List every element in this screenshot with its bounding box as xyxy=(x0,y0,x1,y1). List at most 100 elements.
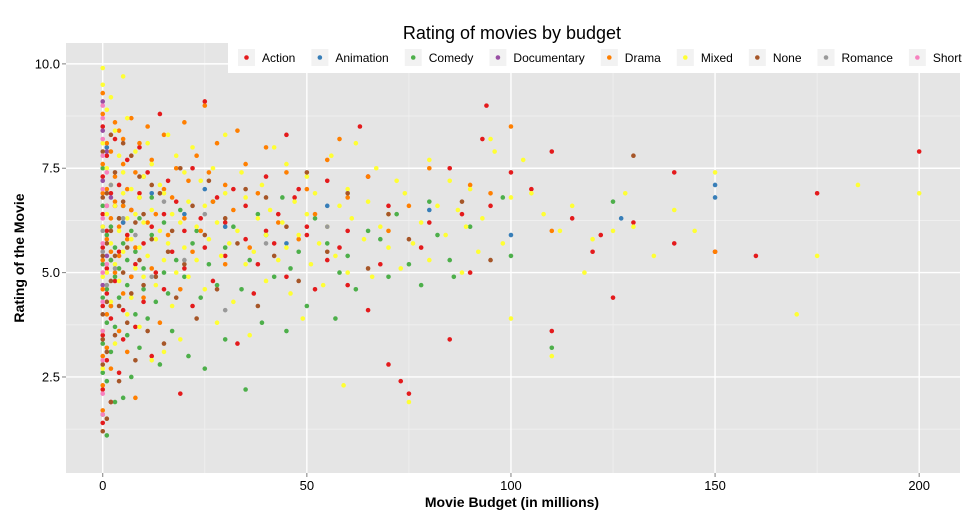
point-none xyxy=(169,228,175,234)
point-action xyxy=(124,157,130,163)
point-none xyxy=(112,170,118,175)
point-comedy xyxy=(161,270,167,275)
point-action xyxy=(549,328,555,334)
point-drama xyxy=(173,165,179,171)
point-comedy xyxy=(222,337,228,342)
point-comedy xyxy=(312,216,318,221)
point-mixed xyxy=(100,140,106,146)
point-mixed xyxy=(100,82,106,88)
point-none xyxy=(178,165,183,171)
point-comedy xyxy=(178,207,183,213)
point-mixed xyxy=(120,249,126,255)
point-none xyxy=(386,211,391,217)
point-none xyxy=(108,228,114,234)
legend-label-mixed: Mixed xyxy=(701,51,733,65)
point-drama xyxy=(124,236,130,242)
point-comedy xyxy=(284,328,289,334)
point-action xyxy=(137,190,142,196)
point-action xyxy=(447,165,453,171)
point-mixed xyxy=(149,207,155,213)
point-action xyxy=(480,136,485,142)
point-mixed xyxy=(202,203,208,209)
point-comedy xyxy=(104,433,110,438)
point-drama xyxy=(427,165,432,171)
point-romance xyxy=(133,232,138,238)
point-animation xyxy=(324,203,330,209)
point-action xyxy=(263,174,269,179)
point-mixed xyxy=(271,145,277,150)
legend-dot-action xyxy=(244,55,249,60)
point-mixed xyxy=(100,65,106,71)
legend-label-romance: Romance xyxy=(842,51,894,65)
legend-item-none: None xyxy=(748,49,802,66)
point-none xyxy=(100,195,106,200)
point-comedy xyxy=(247,257,252,263)
point-drama xyxy=(508,124,514,129)
point-drama xyxy=(165,232,171,238)
point-mixed xyxy=(312,190,318,196)
point-mixed xyxy=(916,190,922,196)
point-mixed xyxy=(292,199,297,204)
point-comedy xyxy=(500,195,506,200)
point-comedy xyxy=(108,349,114,355)
point-action xyxy=(198,216,204,221)
point-mixed xyxy=(855,182,861,188)
point-none xyxy=(222,216,228,221)
point-none xyxy=(137,257,142,263)
point-comedy xyxy=(255,211,261,217)
point-mixed xyxy=(161,190,167,196)
point-action xyxy=(141,299,146,305)
point-drama xyxy=(100,111,106,117)
point-drama xyxy=(137,140,142,146)
point-mixed xyxy=(443,232,448,238)
point-mixed xyxy=(263,278,269,284)
point-mixed xyxy=(267,207,273,213)
point-drama xyxy=(124,186,130,192)
point-mixed xyxy=(108,299,114,305)
point-action xyxy=(149,224,155,229)
point-romance xyxy=(263,241,269,246)
point-comedy xyxy=(214,282,220,288)
point-action xyxy=(275,211,281,217)
point-none xyxy=(284,224,289,229)
point-comedy xyxy=(206,261,212,267)
point-mixed xyxy=(508,195,514,200)
point-mixed xyxy=(129,186,134,192)
point-action xyxy=(116,370,122,376)
data-points xyxy=(100,65,922,438)
point-mixed xyxy=(610,228,616,234)
point-action xyxy=(814,190,820,196)
point-drama xyxy=(169,195,175,200)
point-drama xyxy=(145,220,150,225)
point-animation xyxy=(618,216,624,221)
point-mixed xyxy=(692,228,697,234)
point-action xyxy=(418,245,424,250)
point-none xyxy=(488,257,493,263)
point-comedy xyxy=(100,165,106,171)
point-none xyxy=(120,270,126,275)
point-action xyxy=(100,124,106,129)
point-action xyxy=(222,253,228,259)
point-comedy xyxy=(243,387,248,392)
point-mixed xyxy=(263,232,269,238)
point-drama xyxy=(549,228,555,234)
point-romance xyxy=(182,257,187,263)
point-drama xyxy=(161,132,167,138)
point-comedy xyxy=(386,274,391,280)
point-drama xyxy=(100,353,106,359)
legend-label-comedy: Comedy xyxy=(429,51,474,65)
point-none xyxy=(255,303,261,309)
point-comedy xyxy=(100,370,106,376)
point-mixed xyxy=(373,165,379,171)
point-comedy xyxy=(418,282,424,288)
point-comedy xyxy=(169,328,175,334)
point-mixed xyxy=(247,332,252,338)
point-mixed xyxy=(112,341,118,346)
point-none xyxy=(161,341,167,346)
point-comedy xyxy=(124,282,130,288)
point-mixed xyxy=(300,316,306,321)
point-mixed xyxy=(814,253,820,259)
point-mixed xyxy=(210,165,216,171)
point-comedy xyxy=(161,220,167,225)
point-none xyxy=(100,428,106,434)
